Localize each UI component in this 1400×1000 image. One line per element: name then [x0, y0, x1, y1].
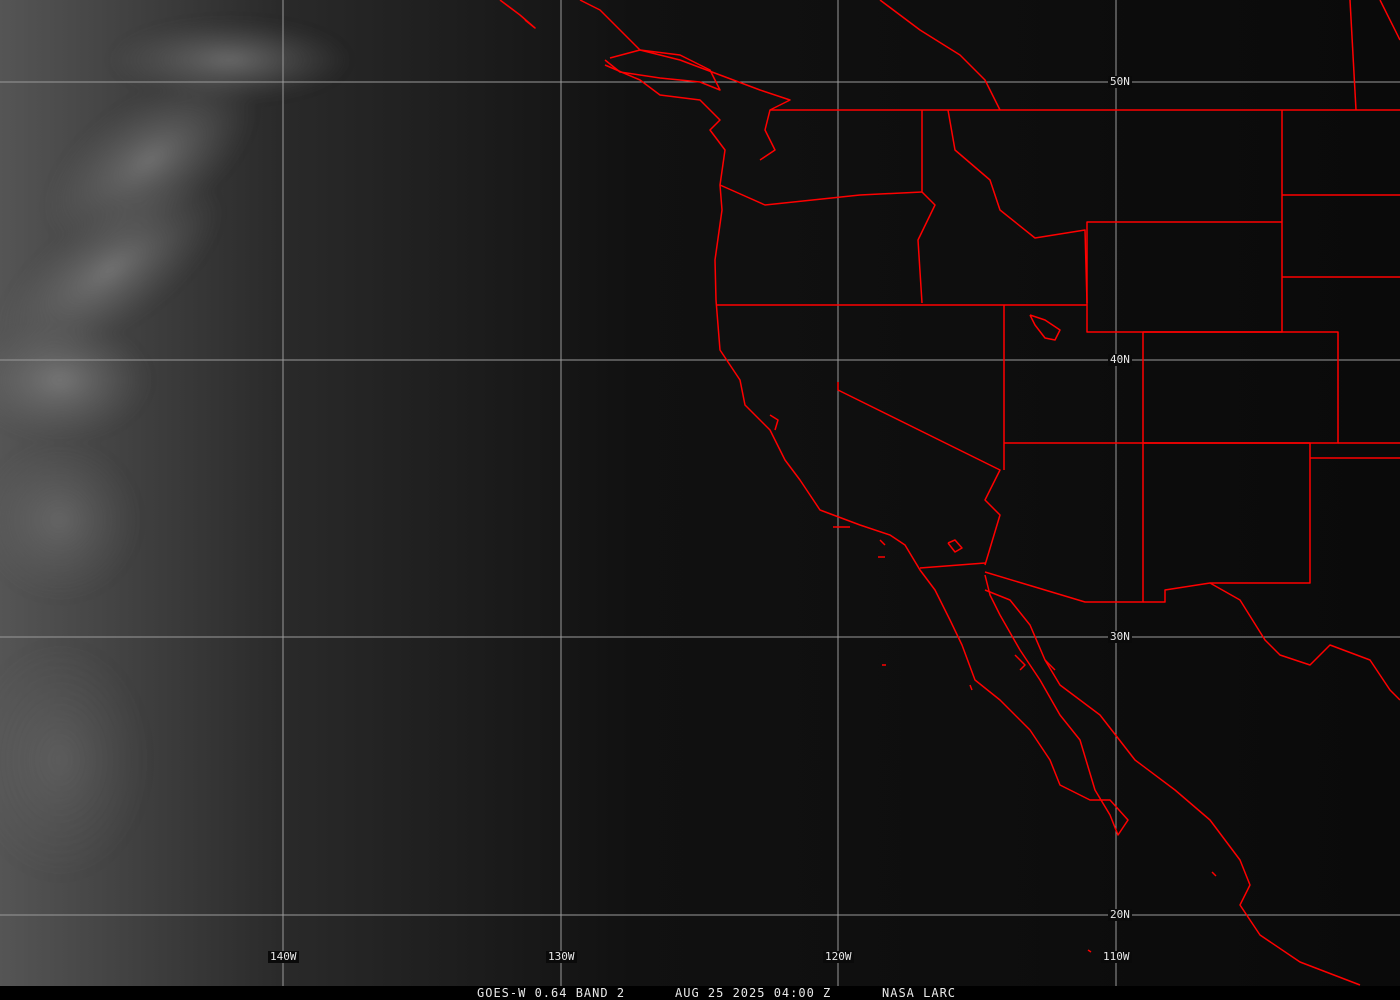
sf-bay	[769, 414, 779, 431]
timestamp-label: AUG 25 2025 04:00 Z	[675, 986, 832, 1000]
us-mexico-border-west	[919, 562, 986, 569]
gulf-island-2	[1044, 659, 1056, 671]
us-mexico-border-east	[1209, 582, 1400, 701]
canada-province-border	[1349, 0, 1357, 111]
lat-label-20n: 20N	[1108, 908, 1132, 921]
island-6	[1087, 949, 1092, 953]
puget-sound	[579, 0, 791, 161]
idaho-west-border	[917, 110, 936, 304]
lon-label-120w: 120W	[823, 950, 854, 963]
island-1	[879, 539, 886, 546]
island-4	[969, 684, 973, 691]
lat-label-50n: 50N	[1108, 75, 1132, 88]
idaho-montana-border	[947, 109, 1088, 304]
image-caption: GOES-W 0.64 BAND 2 AUG 25 2025 04:00 Z N…	[0, 986, 1400, 1000]
canada-province-border-2	[1379, 0, 1400, 41]
cloud-field	[0, 20, 350, 880]
lon-label-110w: 110W	[1101, 950, 1132, 963]
great-salt-lake	[1029, 314, 1061, 341]
island-5	[1211, 871, 1217, 877]
lat-label-40n: 40N	[1108, 353, 1132, 366]
lon-label-130w: 130W	[546, 950, 577, 963]
gulf-island-1	[1014, 654, 1026, 671]
political-boundaries	[499, 0, 1400, 986]
arizona-border	[984, 443, 1144, 603]
bc-coast	[499, 0, 536, 29]
salton-sea	[947, 539, 963, 553]
mexico-mainland-coast	[984, 589, 1361, 986]
lon-label-140w: 140W	[268, 950, 299, 963]
wa-or-border	[719, 184, 923, 206]
lat-label-30n: 30N	[1108, 630, 1132, 643]
ca-nv-border	[837, 382, 1001, 566]
source-label: NASA LARC	[882, 986, 957, 1000]
canada-bc-alberta	[879, 0, 1001, 111]
vancouver-island	[604, 49, 721, 91]
satellite-band-label: GOES-W 0.64 BAND 2	[477, 986, 626, 1000]
